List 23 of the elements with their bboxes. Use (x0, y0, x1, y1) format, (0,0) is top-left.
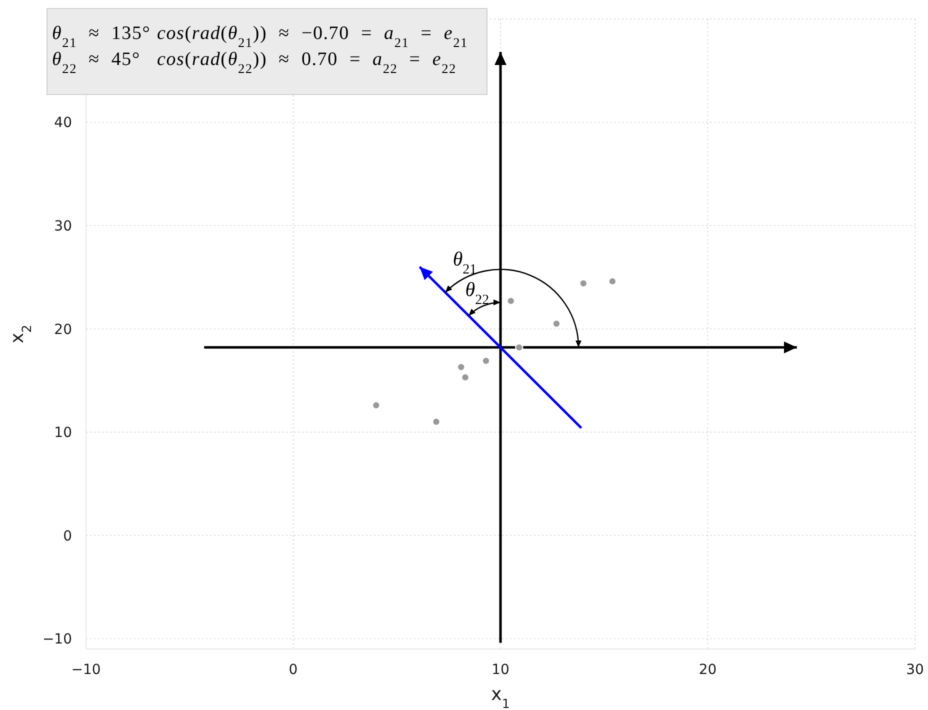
y-tick-label: 10 (54, 425, 72, 442)
annotation: θ$_{21}$ (452, 248, 477, 277)
x-tick-label: 10 (492, 662, 510, 678)
x-tick-label: 30 (906, 662, 924, 678)
y-tick-label: 40 (54, 115, 72, 132)
text: cos(rad(θ$_{22}$)) ≈ 0.70 = a$_{22}$ = e$_{22}$ (157, 49, 456, 76)
point (461, 373, 470, 382)
point (372, 401, 380, 410)
annotation: θ$_{21}$ ≈ 135° (52, 23, 151, 50)
point (579, 279, 588, 288)
annotation: θ$_{22}$ ≈ 45° (52, 49, 140, 76)
y-tick-label: 20 (54, 322, 72, 338)
point (432, 418, 440, 426)
y-tick-label: 0 (63, 528, 72, 544)
x-tick-label: −10 (71, 662, 101, 678)
y-tick-label: −10 (42, 632, 72, 648)
x-tick-label: 0 (288, 662, 298, 678)
x-tick-label: 20 (698, 662, 717, 678)
point (482, 356, 490, 365)
text: cos(rad(θ$_{21}$)) ≈ −0.70 = a$_{21}$ = e$_{21}$ (157, 23, 468, 50)
x-axis-title: x$_{1}$ (491, 684, 510, 710)
annotation: θ$_{22}$ (465, 278, 490, 308)
y-tick-label: 30 (54, 218, 72, 235)
